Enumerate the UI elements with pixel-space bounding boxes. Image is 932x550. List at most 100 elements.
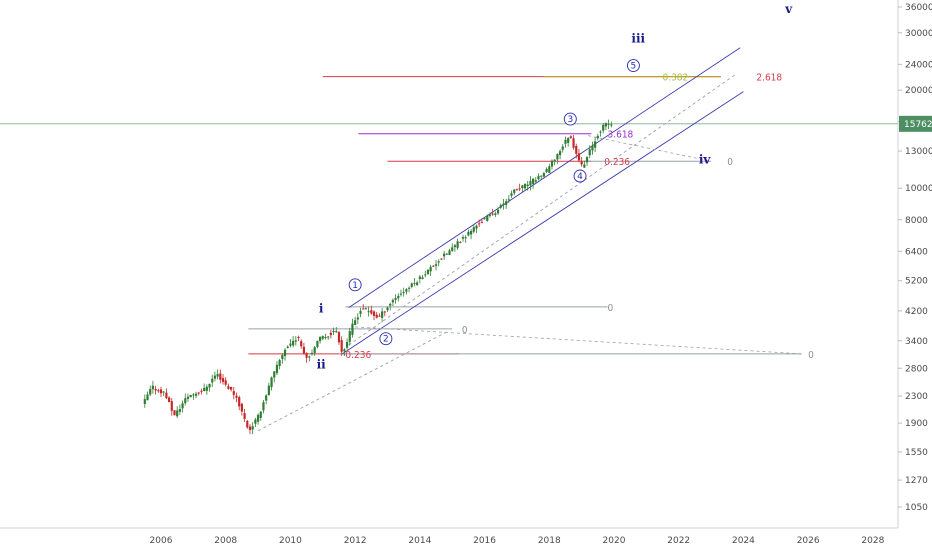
candle-body [459, 242, 462, 244]
candle-body [362, 308, 365, 310]
candle-body [235, 395, 238, 398]
candle-body [173, 410, 176, 416]
candle-body [510, 193, 513, 196]
candle-body [553, 159, 556, 161]
candle-body [213, 375, 217, 379]
x-tick-label: 2022 [667, 536, 690, 546]
candle-body [591, 145, 594, 151]
candle-body [281, 355, 284, 359]
candle-body [405, 289, 408, 292]
candle-body [577, 153, 581, 161]
candle-body [354, 320, 357, 325]
candle-body [418, 276, 421, 279]
candle-body [146, 394, 149, 401]
candle-body [240, 403, 243, 412]
candle-body [594, 141, 597, 148]
candle-body [370, 310, 373, 314]
zero-label: 0 [727, 157, 733, 168]
candle-body [475, 225, 478, 229]
candle-body [378, 315, 381, 317]
candle-body [480, 221, 483, 223]
candle-body [143, 399, 146, 404]
zero-label: 0 [608, 303, 614, 314]
candle-body [513, 189, 516, 194]
candle-body [515, 189, 519, 191]
zero-label: 0 [808, 350, 814, 361]
candle-body [343, 349, 346, 352]
candle-body [205, 386, 208, 391]
candle-body [181, 403, 184, 409]
y-tick-label: 1050 [905, 503, 928, 513]
candle-body [575, 145, 578, 154]
candle-body [364, 308, 368, 310]
candle-body [286, 346, 289, 348]
candle-body [518, 188, 521, 190]
candle-body [262, 402, 265, 411]
candle-body [397, 295, 400, 299]
candle-body [232, 391, 235, 395]
x-tick-label: 2018 [538, 536, 561, 546]
candle-body [192, 394, 195, 396]
candle-body [478, 223, 481, 225]
candle-body [523, 183, 527, 189]
candle-body [189, 394, 192, 398]
candle-body [588, 149, 591, 156]
candle-body [443, 253, 446, 257]
candle-body [472, 227, 475, 232]
candle-body [316, 340, 319, 348]
drawings-layer [0, 47, 898, 432]
candle-body [159, 389, 163, 394]
candle-body [602, 124, 605, 131]
candle-body [383, 311, 386, 313]
candles-layer [143, 119, 613, 435]
y-tick-label: 13000 [905, 147, 932, 157]
candle-body [157, 390, 160, 392]
y-tick-label: 10000 [905, 184, 932, 194]
candle-body [248, 426, 252, 431]
candle-body [324, 337, 327, 339]
channel-upper [348, 47, 741, 308]
wave-circle-5 [626, 59, 640, 72]
candle-body [467, 231, 470, 236]
candle-body [548, 166, 551, 173]
y-tick-label: 30000 [905, 29, 932, 39]
wave-circle-4 [573, 169, 587, 183]
candle-body [534, 180, 537, 182]
candle-body [502, 203, 505, 206]
candle-body [604, 123, 608, 127]
x-tick-label: 2012 [344, 536, 367, 546]
candle-body [599, 131, 602, 133]
candle-body [389, 303, 392, 306]
wave-label-ii: ii [317, 357, 327, 371]
candle-body [292, 340, 295, 346]
candle-body [399, 293, 403, 295]
candle-body [569, 136, 572, 138]
candle-body [521, 185, 524, 189]
candle-body [421, 277, 424, 280]
candle-body [424, 274, 427, 276]
wave-circle-1 [348, 278, 362, 292]
x-tick-label: 2014 [408, 536, 431, 546]
candle-body [208, 383, 211, 388]
candle-body [335, 331, 338, 333]
wave-circle-label-4: 4 [577, 172, 583, 182]
candle-body [356, 317, 359, 320]
candle-body [567, 138, 570, 143]
candle-body [267, 385, 270, 395]
candle-body [561, 146, 564, 150]
candle-body [270, 377, 273, 387]
candle-body [318, 337, 322, 342]
candle-body [610, 124, 613, 126]
candle-body [273, 371, 276, 378]
x-tick-label: 2006 [150, 536, 173, 546]
y-tick-label: 3400 [905, 337, 928, 347]
candle-body [391, 300, 394, 303]
candle-body [496, 209, 500, 214]
candle-body [585, 157, 589, 163]
candle-body [297, 336, 300, 338]
candle-body [149, 389, 152, 395]
y-tick-label: 1550 [905, 448, 928, 458]
x-tick-label: 2016 [473, 536, 496, 546]
candle-body [372, 311, 376, 316]
